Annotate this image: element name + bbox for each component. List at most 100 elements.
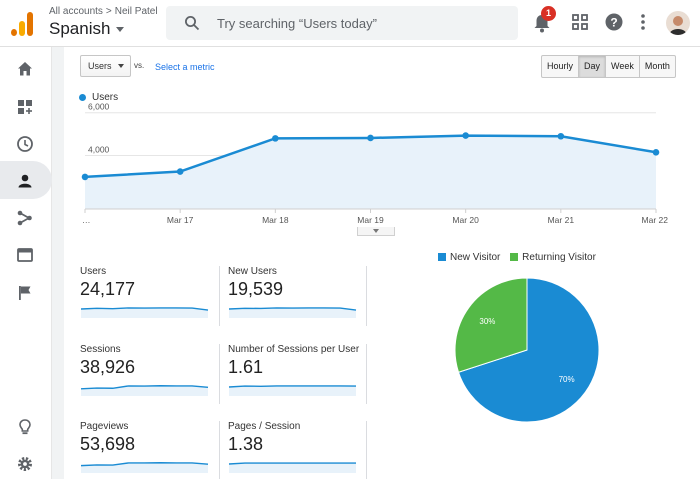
notifications-button[interactable]: 1 [532, 6, 556, 34]
sparkline-line [228, 385, 357, 388]
x-tick-label: Mar 17 [167, 215, 194, 225]
top-app-bar: All accounts > Neil Patel Spanish Try sear… [0, 0, 700, 47]
breadcrumb[interactable]: All accounts > Neil Patel [49, 6, 158, 17]
apps-button[interactable] [570, 12, 592, 34]
scorecard-label: New Users [228, 266, 277, 277]
nav-customization[interactable] [0, 87, 52, 125]
users-data-point[interactable] [462, 132, 469, 139]
new-visitor-swatch [438, 253, 446, 261]
nav-conversions[interactable] [0, 273, 52, 311]
users-legend-label: Users [92, 92, 119, 103]
week-button[interactable]: Week [606, 56, 640, 77]
vs-label: vs. [134, 61, 145, 70]
avatar[interactable] [666, 11, 690, 35]
more-options-button[interactable] [638, 12, 660, 34]
scorecard-sparkline [80, 307, 209, 318]
legend-returning-visitor[interactable]: Returning Visitor [510, 252, 596, 263]
x-tick-label: Mar 20 [452, 215, 479, 225]
pie-slice-label: 30% [479, 317, 495, 326]
scorecard-label: Sessions [80, 344, 121, 355]
nav-realtime[interactable] [0, 124, 52, 162]
x-tick-label: Mar 18 [262, 215, 289, 225]
scorecard-sessions[interactable]: Sessions 38,926 [80, 344, 212, 406]
sparkline-line [80, 307, 209, 311]
legend-new-visitor[interactable]: New Visitor [438, 252, 500, 263]
sparkline-line [228, 307, 357, 311]
users-data-point[interactable] [272, 135, 279, 142]
users-legend-marker [79, 93, 86, 101]
visitor-type-pie-chart[interactable]: 70% 30% [451, 274, 603, 426]
day-button[interactable]: Day [579, 56, 607, 77]
nav-behavior[interactable] [0, 235, 52, 273]
scorecard-divider [366, 344, 367, 404]
users-data-point[interactable] [176, 168, 184, 175]
audience-person-icon [18, 174, 32, 188]
scorecard-value: 53,698 [80, 434, 136, 454]
sparkline-area [229, 463, 356, 473]
search-input[interactable]: Try searching “Users today” [217, 16, 377, 31]
x-tick-label: Mar 21 [548, 215, 575, 225]
time-granularity-buttons: Hourly Day Week Month [541, 55, 676, 78]
help-icon: ? [605, 13, 623, 31]
sparkline-area [81, 385, 208, 396]
view-name: Spanish [49, 19, 111, 38]
legend-new-visitor-label: New Visitor [450, 252, 501, 263]
scorecard-label: Number of Sessions per User [228, 344, 360, 355]
sparkline-line [80, 462, 209, 467]
home-icon [18, 62, 32, 76]
collapse-caret-icon [373, 229, 379, 233]
sparkline-area [229, 385, 356, 396]
select-metric-link[interactable]: Select a metric [155, 62, 215, 72]
nav-admin[interactable] [0, 444, 52, 479]
left-navigation [0, 47, 52, 479]
pie-legend: New Visitor Returning Visitor [438, 252, 603, 263]
metric-dropdown-value: Users [88, 61, 112, 71]
sparkline-area [229, 307, 356, 318]
chart-collapse-toggle[interactable] [357, 227, 395, 236]
hourly-button[interactable]: Hourly [542, 56, 580, 77]
scorecard-value: 19,539 [228, 279, 284, 299]
view-selector[interactable]: Spanish [49, 19, 125, 39]
breadcrumb-separator: > [105, 6, 112, 17]
acquisition-icon [17, 210, 32, 226]
pie-slice-new-visitor[interactable] [457, 277, 600, 423]
nav-audience[interactable] [0, 161, 52, 199]
scorecard-sparkline [228, 462, 356, 473]
users-data-point[interactable] [557, 132, 565, 140]
month-button[interactable]: Month [644, 61, 670, 71]
help-button[interactable]: ? [604, 12, 626, 34]
returning-visitor-swatch [510, 253, 519, 261]
apps-grid-icon [572, 14, 588, 30]
users-data-point[interactable] [81, 173, 89, 181]
line-chart-legend: Users [79, 92, 118, 103]
nav-home[interactable] [0, 49, 52, 87]
scorecard-pages-per-session[interactable]: Pages / Session 1.38 [228, 421, 360, 479]
scorecard-users[interactable]: Users 24,177 [80, 266, 212, 328]
users-data-point[interactable] [652, 148, 660, 156]
scorecard-value: 1.38 [228, 434, 264, 454]
pie-slice-returning-visitor[interactable] [454, 277, 528, 373]
nav-discover[interactable] [0, 407, 52, 445]
breadcrumb-account[interactable]: Neil Patel [114, 6, 158, 17]
analytics-logo-icon[interactable] [11, 12, 33, 36]
scorecard-sessions-per-user[interactable]: Number of Sessions per User 1.61 [228, 344, 360, 406]
sparkline-line [80, 385, 209, 390]
scorecard-label: Pageviews [80, 421, 129, 432]
customization-icon [18, 100, 32, 114]
scorecard-pageviews[interactable]: Pageviews 53,698 [80, 421, 212, 479]
scorecard-new-users[interactable]: New Users 19,539 [228, 266, 360, 328]
users-data-point[interactable] [367, 134, 374, 142]
search-icon [185, 16, 200, 31]
nav-acquisition[interactable] [0, 198, 52, 236]
scorecard-divider [366, 421, 367, 479]
notification-badge: 1 [541, 6, 556, 21]
caret-down-icon [116, 27, 125, 33]
search-box[interactable]: Try searching “Users today” [166, 6, 518, 40]
breadcrumb-all-accounts[interactable]: All accounts [49, 6, 103, 17]
scorecard-sparkline [228, 385, 357, 396]
user-avatar-icon [669, 16, 687, 35]
metric-dropdown[interactable]: Users [80, 55, 131, 77]
scorecard-value: 1.61 [228, 357, 264, 377]
x-tick-label: Mar 22 [642, 215, 669, 225]
